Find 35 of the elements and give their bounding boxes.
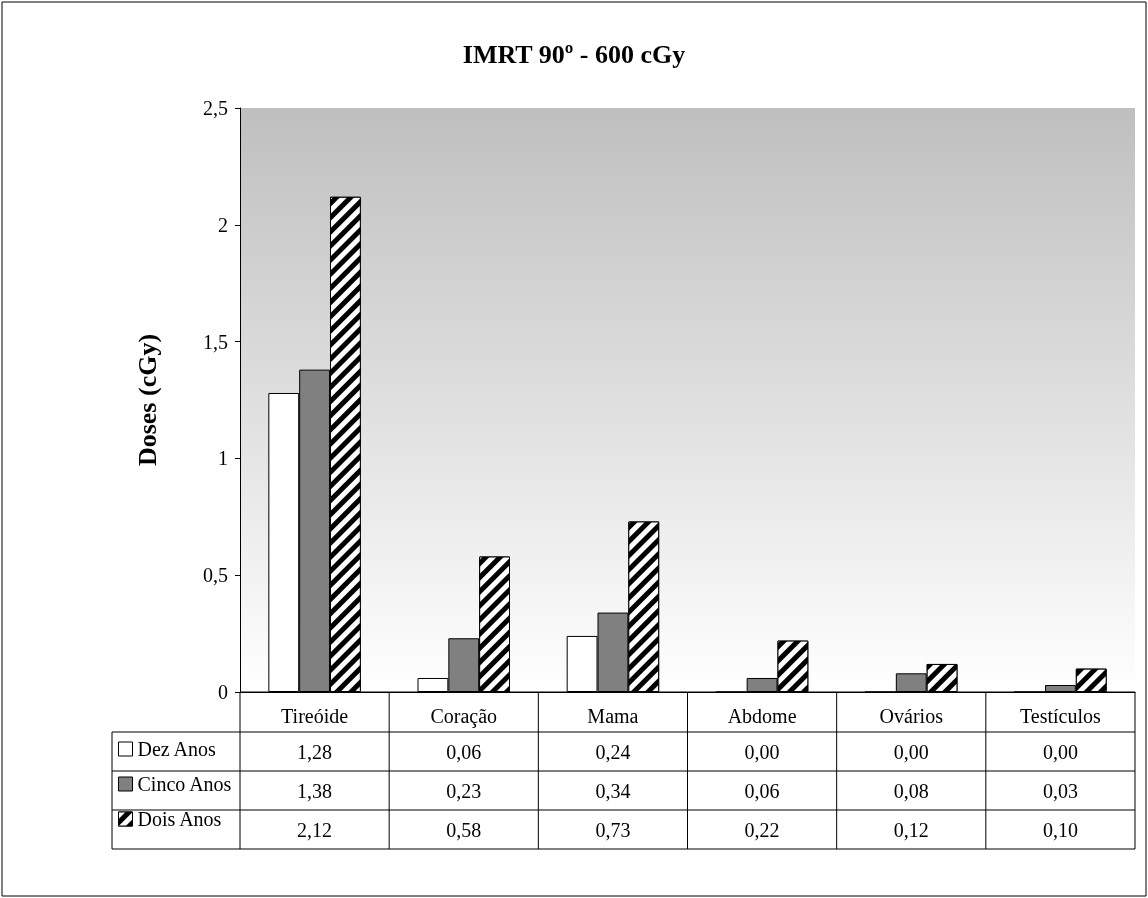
- chart-title: IMRT 90º - 600 cGy: [462, 39, 686, 69]
- y-tick-label: 2: [218, 213, 228, 236]
- data-label: 0,10: [1042, 818, 1078, 841]
- data-label: 0,24: [595, 740, 631, 763]
- x-tick-label: Ovários: [879, 705, 944, 727]
- y-tick-label: 2,5: [203, 97, 228, 119]
- y-tick-label: 0,5: [203, 564, 228, 587]
- data-label: 0,73: [595, 818, 631, 841]
- data-label: 1,38: [297, 779, 333, 802]
- data-label: 0,58: [446, 818, 482, 841]
- y-tick-label: 1,5: [203, 330, 228, 353]
- legend-label: Dois Anos: [137, 808, 222, 830]
- data-label: 0,00: [744, 740, 780, 763]
- x-tick-label: Abdome: [727, 705, 797, 727]
- y-tick-label: 0: [218, 681, 228, 703]
- data-label: 0,06: [446, 740, 482, 763]
- data-label: 0,08: [893, 779, 929, 802]
- data-label: 0,03: [1042, 779, 1078, 802]
- data-label: 2,12: [297, 818, 333, 841]
- data-label: 0,06: [744, 779, 780, 802]
- x-tick-label: Mama: [587, 705, 639, 727]
- x-tick-label: Testículos: [1020, 705, 1102, 727]
- data-label: 0,00: [1042, 740, 1078, 763]
- data-label: 0,22: [744, 818, 780, 841]
- legend-label: Dez Anos: [137, 738, 217, 760]
- data-label: 0,34: [595, 779, 631, 802]
- data-label: 0,23: [446, 779, 482, 802]
- data-label: 1,28: [297, 740, 333, 763]
- y-tick-label: 1: [218, 447, 228, 470]
- data-label: 0,12: [893, 818, 929, 841]
- legend-label: Cinco Anos: [137, 773, 232, 795]
- y-axis-title: Doses (cGy): [132, 333, 162, 467]
- x-tick-label: Coração: [430, 705, 498, 728]
- x-tick-label: Tireóide: [281, 705, 349, 727]
- data-label: 0,00: [893, 740, 929, 763]
